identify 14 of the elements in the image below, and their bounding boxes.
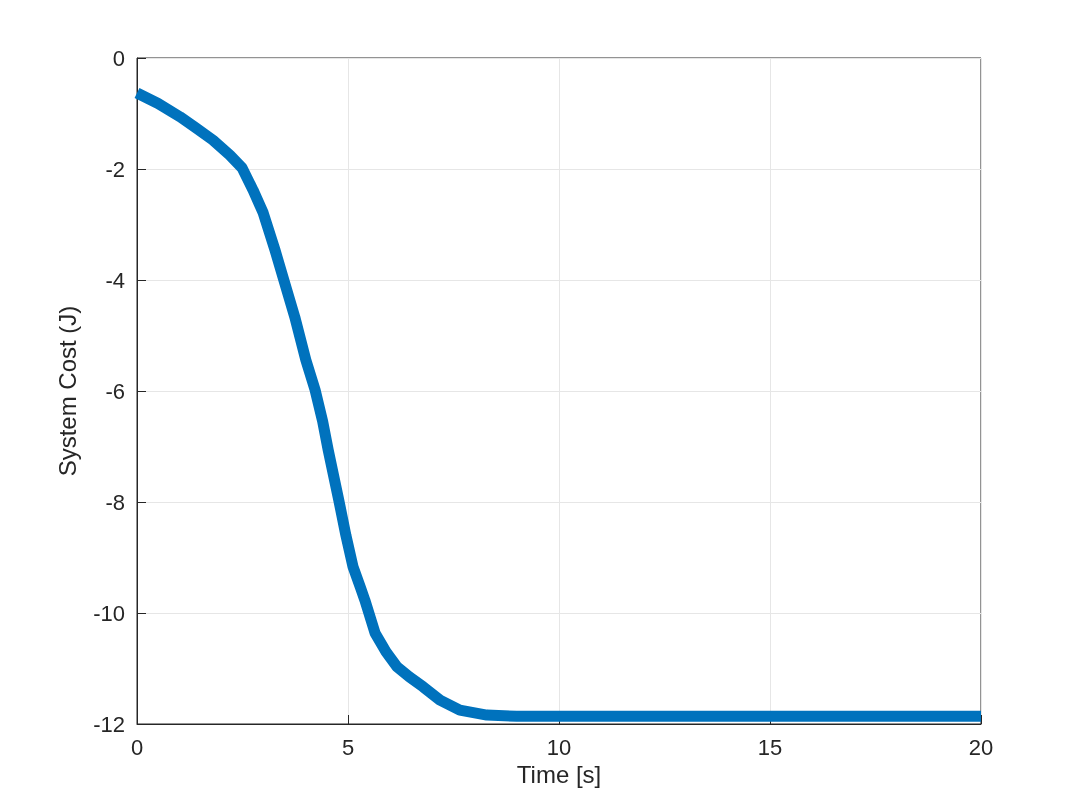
y-tick-label: -12 — [93, 711, 125, 737]
y-tick-label: -6 — [105, 378, 125, 404]
y-tick-label: -4 — [105, 267, 125, 293]
x-tick-label: 10 — [546, 734, 572, 760]
x-tick-label: 15 — [757, 734, 783, 760]
y-axis-title: System Cost (J) — [53, 305, 81, 477]
y-tick-label: -8 — [105, 489, 125, 515]
x-tick-label: 5 — [341, 734, 355, 760]
x-tick-label: 20 — [968, 734, 994, 760]
x-tick-label: 0 — [130, 734, 144, 760]
x-axis-title: Time [s] — [516, 761, 602, 789]
y-tick-label: 0 — [112, 45, 125, 71]
y-tick-label: -10 — [93, 600, 125, 626]
y-tick-label: -2 — [105, 156, 125, 182]
